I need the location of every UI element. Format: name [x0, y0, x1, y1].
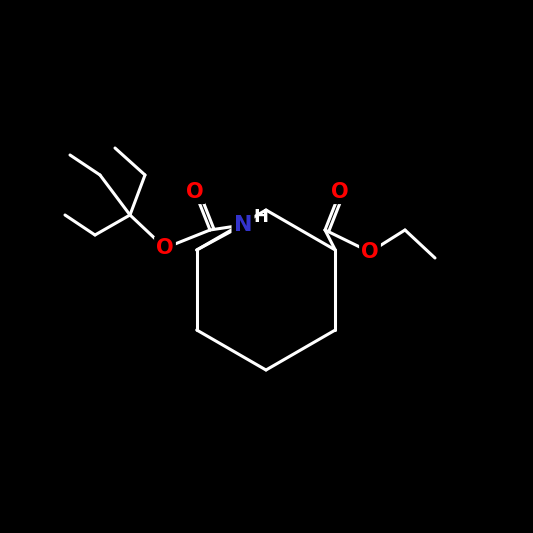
Text: O: O [361, 242, 379, 262]
Text: O: O [331, 182, 349, 202]
Text: O: O [186, 182, 204, 202]
Text: N: N [234, 215, 252, 235]
Text: H: H [253, 208, 268, 226]
Text: O: O [156, 238, 174, 258]
